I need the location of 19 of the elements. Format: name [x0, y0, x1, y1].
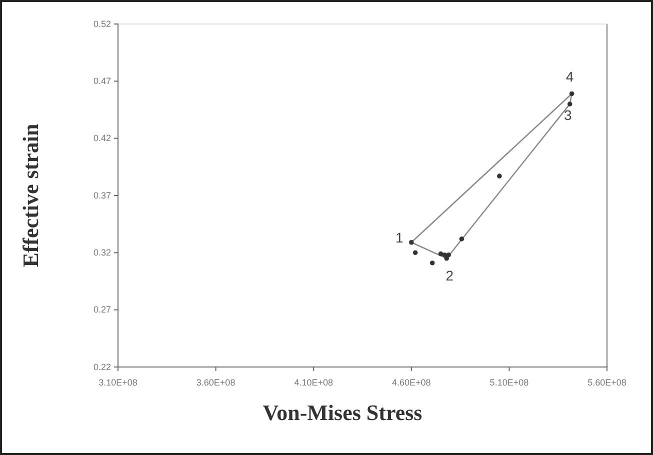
y-tick-label: 0.47: [93, 76, 111, 86]
annotation: 4: [566, 68, 574, 85]
x-tick-label: 3.10E+08: [98, 378, 138, 388]
annotation: 3: [564, 107, 572, 124]
y-tick-label: 0.32: [93, 248, 111, 258]
x-tick-label: 5.60E+08: [588, 378, 626, 388]
y-tick-label: 0.22: [93, 362, 111, 372]
x-tick-label: 4.60E+08: [392, 378, 431, 388]
x-tick-label: 4.10E+08: [294, 378, 333, 388]
annotation: 2: [446, 267, 454, 284]
y-tick-label: 0.27: [93, 304, 111, 315]
y-axis-title: Effective strain: [18, 124, 43, 268]
x-tick-label: 3.60E+08: [196, 378, 236, 388]
y-tick-label: 0.37: [93, 190, 111, 200]
y-tick-label: 0.52: [93, 18, 111, 29]
x-axis-title: Von-Mises Stress: [262, 400, 423, 425]
x-tick-label: 5.10E+08: [490, 378, 529, 388]
annotation: 1: [396, 229, 404, 246]
y-tick-label: 0.42: [93, 133, 111, 144]
